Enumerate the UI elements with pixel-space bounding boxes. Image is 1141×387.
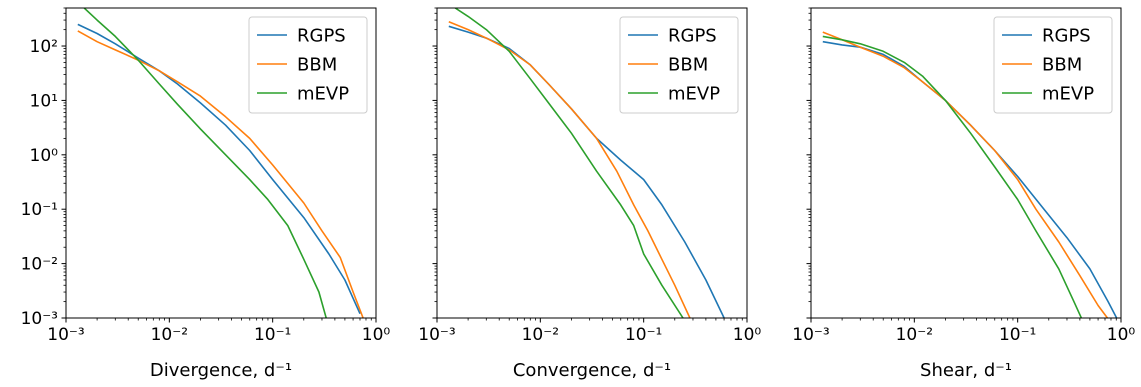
plot-area	[448, 8, 725, 318]
legend-label-bbm: BBM	[668, 55, 708, 76]
legend-box	[993, 16, 1113, 114]
y-tick-label: 10²	[30, 37, 58, 57]
series-line-bbm	[822, 31, 1109, 318]
x-tick-label: 10⁻¹	[625, 325, 662, 345]
axes-frame	[810, 7, 1122, 319]
series-line-bbm	[448, 20, 691, 318]
axes-frame	[65, 7, 377, 319]
x-tick-label: 10⁻²	[522, 325, 559, 345]
chart-panel-1: 10⁻³ 10⁻² 10⁻¹ 10⁰ 10⁻³ 10⁻² 10⁻¹ 10⁰ 10¹ 10² Dive…	[21, 7, 391, 381]
y-tick-label: 10⁻³	[21, 309, 58, 329]
series-line-mevp	[822, 35, 1083, 318]
x-tick-label: 10⁻³	[418, 325, 455, 345]
legend-label-rgps: RGPS	[1042, 26, 1091, 47]
legend-label-rgps: RGPS	[297, 26, 346, 47]
y-tick-label: 10¹	[30, 91, 58, 111]
y-tick-label: 10⁰	[30, 146, 59, 166]
legend: RGPS BBM mEVP	[619, 16, 739, 114]
x-tick-label: 10⁰	[362, 325, 391, 345]
legend: RGPS BBM mEVP	[993, 16, 1113, 114]
x-tick-label: 10⁻³	[47, 325, 84, 345]
x-axis-label: Convergence, d⁻¹	[513, 360, 671, 381]
x-tick-label: 10⁻¹	[999, 325, 1036, 345]
series-line-mevp	[83, 8, 327, 318]
x-axis-label: Shear, d⁻¹	[920, 360, 1012, 381]
chart-panel-2: 10⁻³ 10⁻² 10⁻¹ 10⁰ Convergence, d⁻¹ RGPS BBM mE…	[418, 7, 762, 381]
legend-label-mevp: mEVP	[668, 84, 720, 105]
x-tick-label: 10⁰	[1107, 325, 1136, 345]
x-tick-label: 10⁻¹	[254, 325, 291, 345]
y-tick-label: 10⁻¹	[21, 200, 58, 220]
x-tick-label: 10⁻²	[896, 325, 933, 345]
legend-label-rgps: RGPS	[668, 26, 717, 47]
legend-label-mevp: mEVP	[1042, 84, 1094, 105]
x-tick-label: 10⁰	[733, 325, 762, 345]
legend-label-mevp: mEVP	[297, 84, 349, 105]
legend-box	[619, 16, 739, 114]
x-tick-label: 10⁻²	[151, 325, 188, 345]
x-axis-label: Divergence, d⁻¹	[150, 360, 292, 381]
series-line-rgps	[77, 23, 361, 315]
y-tick-label: 10⁻²	[21, 255, 58, 275]
x-tick-label: 10⁻³	[792, 325, 829, 345]
chart-panel-3: 10⁻³ 10⁻² 10⁻¹ 10⁰ Shear, d⁻¹ RGPS BBM mEVP	[792, 7, 1136, 381]
legend-label-bbm: BBM	[297, 55, 337, 76]
legend: RGPS BBM mEVP	[248, 16, 368, 114]
plot-area	[822, 31, 1118, 318]
legend-box	[248, 16, 368, 114]
legend-label-bbm: BBM	[1042, 55, 1082, 76]
axes-frame	[436, 7, 748, 319]
series-line-mevp	[454, 8, 684, 318]
plot-area	[77, 8, 364, 318]
series-line-bbm	[77, 30, 364, 318]
